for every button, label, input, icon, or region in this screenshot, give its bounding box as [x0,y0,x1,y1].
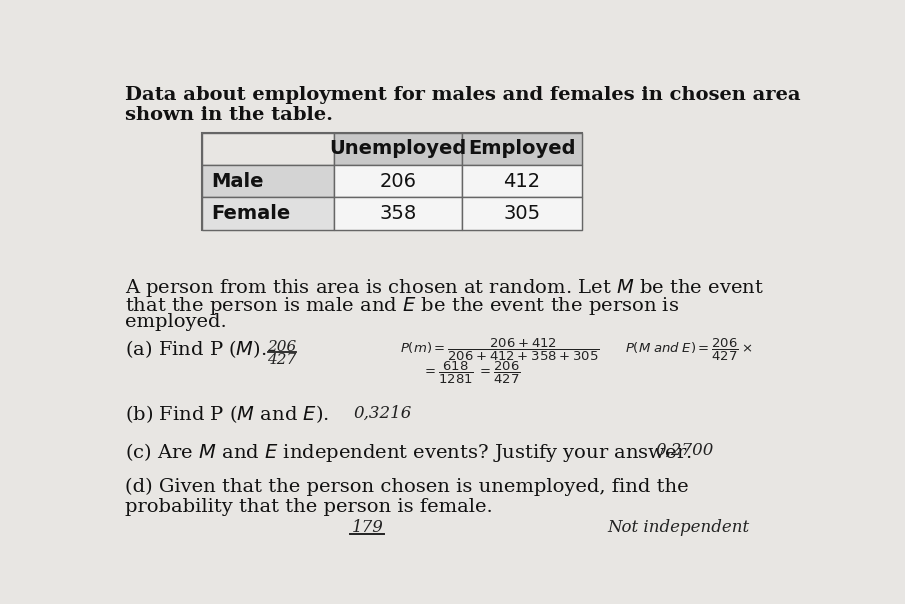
Text: 412: 412 [503,172,540,190]
Bar [334,198,462,230]
Text: shown in the table.: shown in the table. [125,106,333,124]
Text: Not independent: Not independent [607,519,749,536]
Text: 206: 206 [379,172,416,190]
Text: Female: Female [212,204,291,223]
Bar [334,132,462,165]
Text: 305: 305 [503,204,540,223]
Text: Data about employment for males and females in chosen area: Data about employment for males and fema… [125,86,800,104]
Bar [202,165,334,198]
Text: 206: 206 [268,339,297,354]
Bar [462,165,582,198]
Text: (b) Find P ($M$ and $E$).: (b) Find P ($M$ and $E$). [125,403,329,425]
Text: 358: 358 [379,204,416,223]
Text: $= \dfrac{618}{1281} \; = \dfrac{206}{427}$: $= \dfrac{618}{1281} \; = \dfrac{206}{42… [422,360,520,386]
Text: 0,2700: 0,2700 [655,442,714,459]
Text: probability that the person is female.: probability that the person is female. [125,498,492,516]
Text: that the person is male and $E$ be the event the person is: that the person is male and $E$ be the e… [125,295,679,317]
Text: (a) Find P ($M$).: (a) Find P ($M$). [125,338,267,360]
Bar [202,132,582,230]
Text: $P(M \; and \; E) = \dfrac{206}{427} \times$: $P(M \; and \; E) = \dfrac{206}{427} \ti… [624,336,752,363]
Text: Unemployed: Unemployed [329,139,467,158]
Text: (d) Given that the person chosen is unemployed, find the: (d) Given that the person chosen is unem… [125,478,689,496]
Text: 427: 427 [268,353,297,367]
Text: Male: Male [212,172,264,190]
Text: employed.: employed. [125,313,226,332]
Text: 179: 179 [351,519,383,536]
Bar [462,198,582,230]
Bar [334,165,462,198]
Bar [462,132,582,165]
Bar [202,198,334,230]
Text: Employed: Employed [468,139,576,158]
Text: $P(m) = \dfrac{206+412}{206+412+358+305}$: $P(m) = \dfrac{206+412}{206+412+358+305}… [400,336,599,363]
Text: 0,3216: 0,3216 [353,405,412,422]
Text: A person from this area is chosen at random. Let $M$ be the event: A person from this area is chosen at ran… [125,277,764,298]
Bar [202,132,334,165]
Text: (c) Are $M$ and $E$ independent events? Justify your answer.: (c) Are $M$ and $E$ independent events? … [125,440,691,463]
